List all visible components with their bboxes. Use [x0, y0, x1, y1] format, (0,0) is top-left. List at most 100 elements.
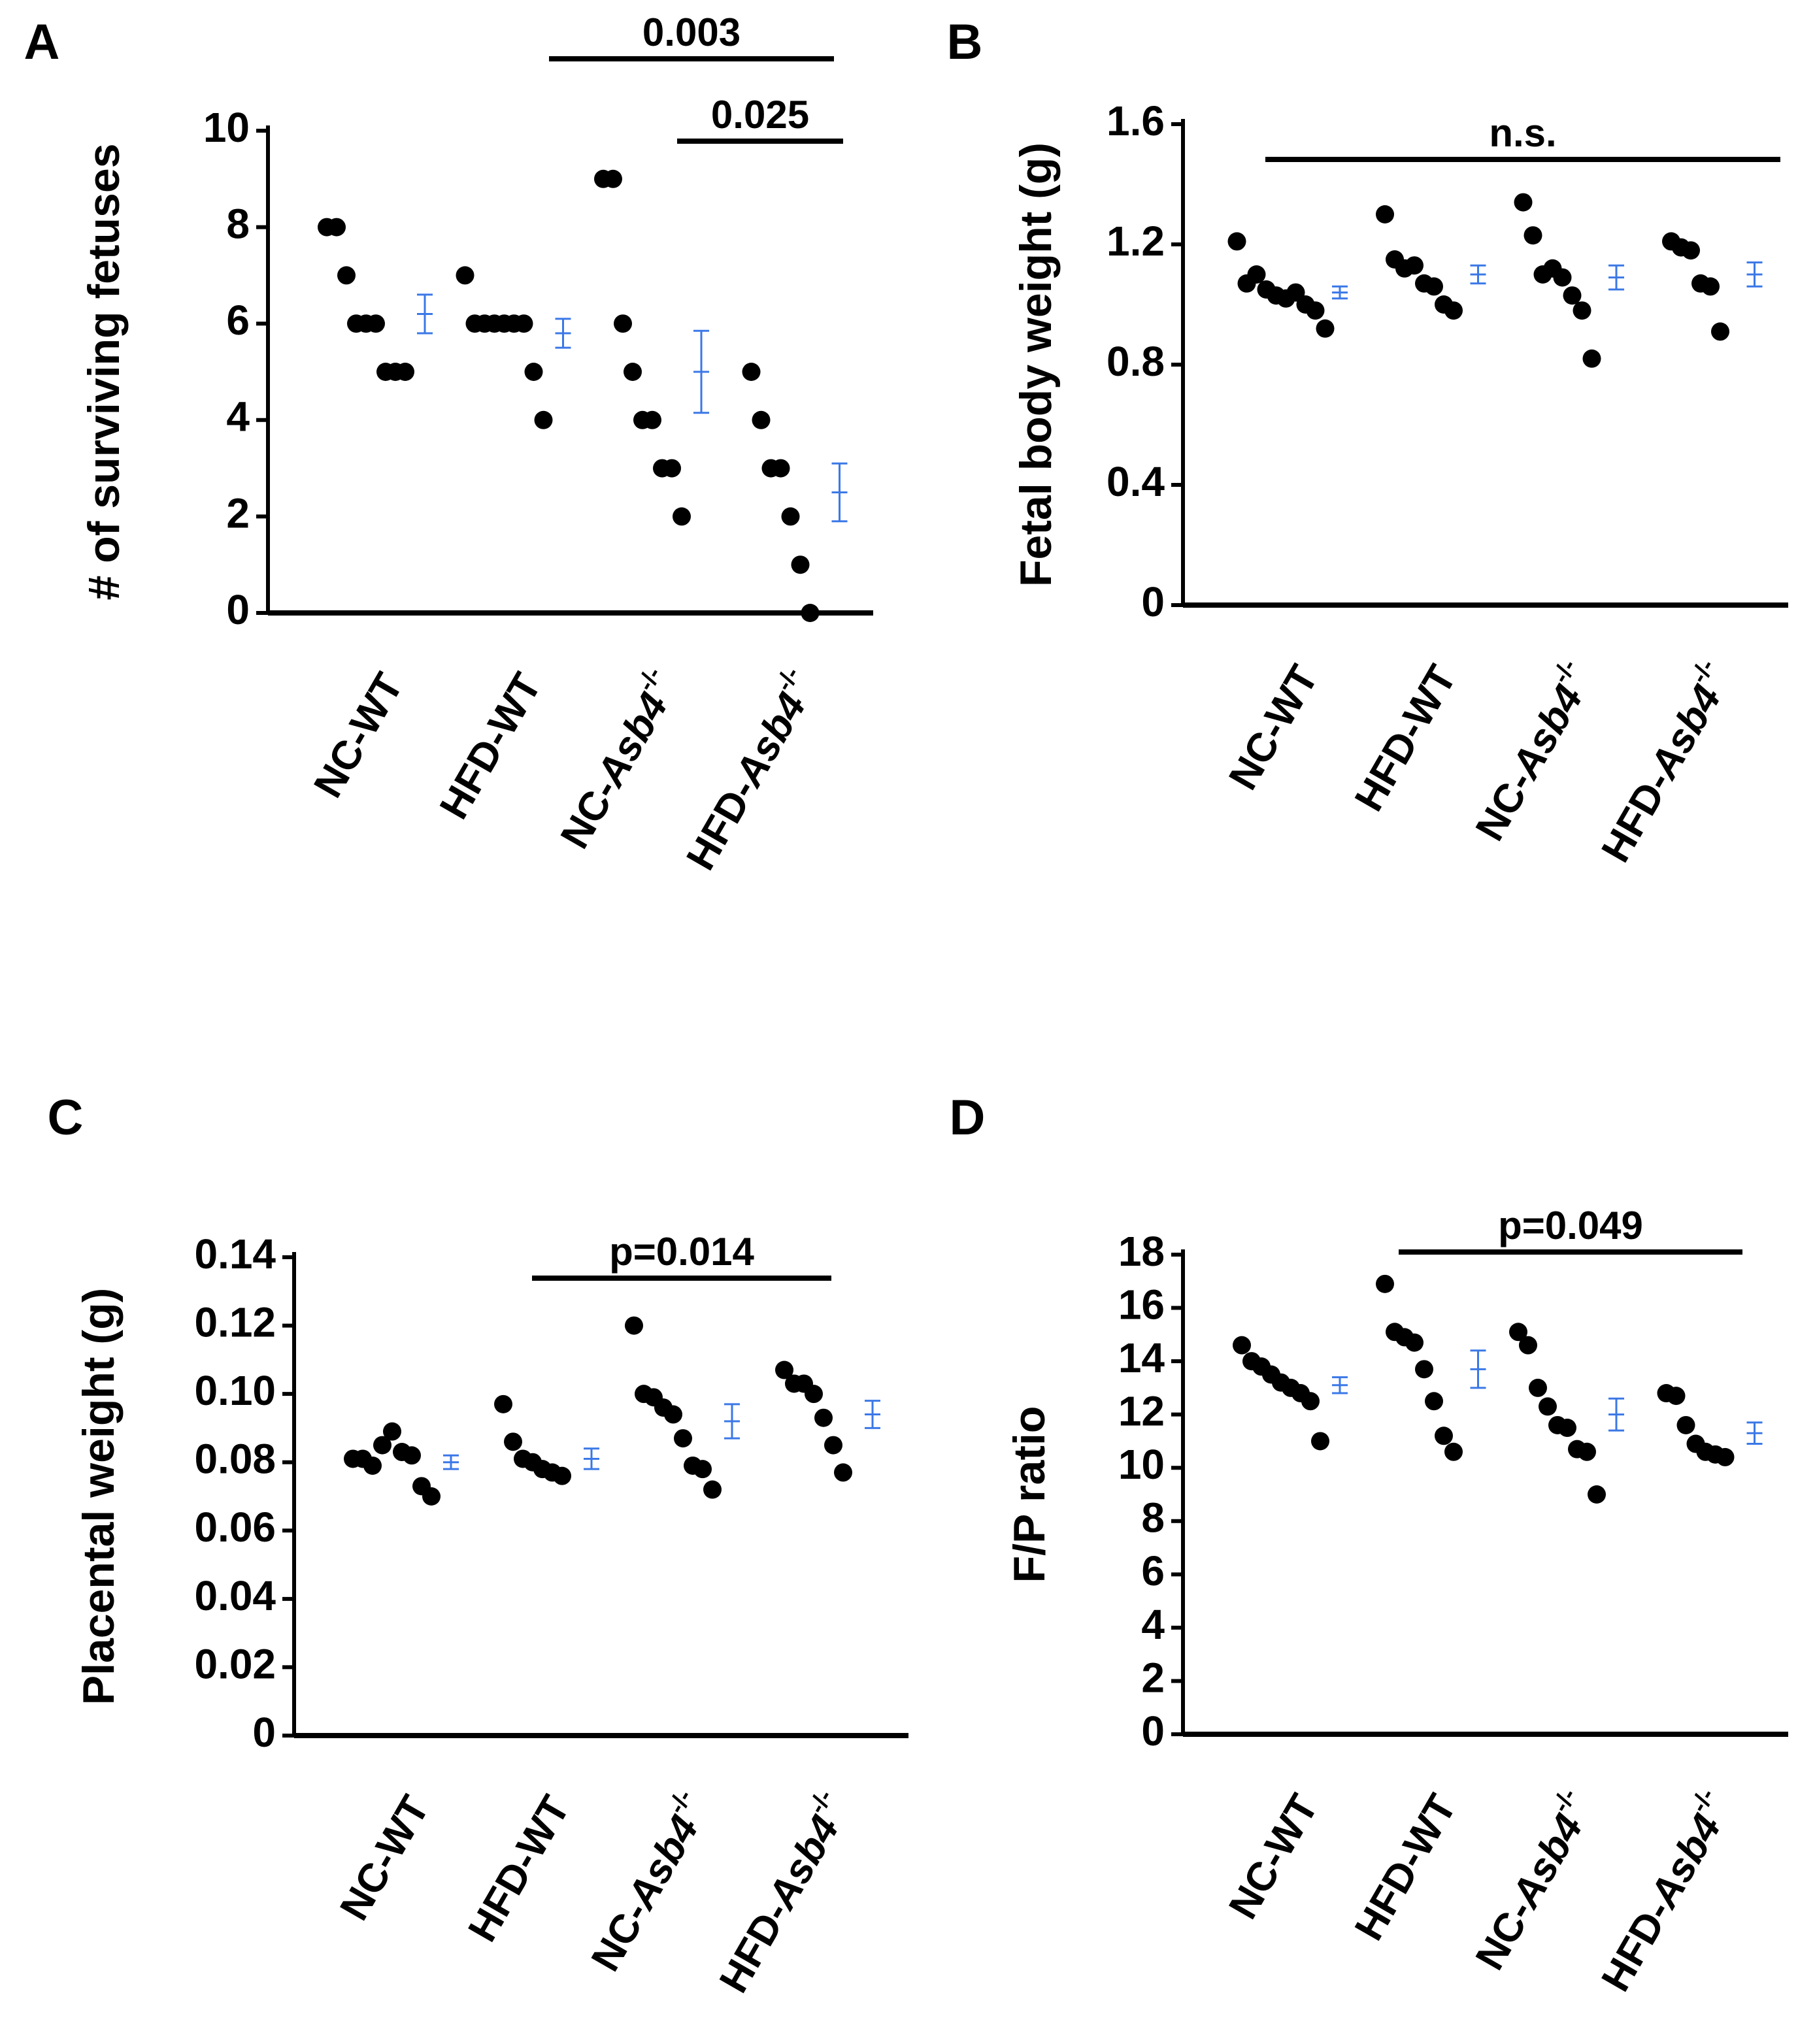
y-tick-label: 0.02: [194, 1640, 276, 1687]
y-tick-label: 4: [1141, 1601, 1165, 1648]
x-tick-label: HFD-Asb4-/-: [705, 1785, 859, 2000]
data-point: [834, 1463, 852, 1482]
x-tick-label: NC-WT: [331, 1788, 438, 1928]
y-tick-label: 0.06: [194, 1504, 276, 1551]
data-point: [703, 1480, 722, 1499]
data-point: [742, 363, 761, 381]
data-point: [1376, 205, 1394, 223]
data-point: [337, 266, 356, 285]
y-tick-label: 2: [1141, 1654, 1165, 1701]
data-point: [1301, 1392, 1320, 1411]
y-tick-label: 1.2: [1107, 218, 1165, 265]
x-tick-label: HFD-Asb4-/-: [1587, 1783, 1742, 1999]
data-point: [801, 604, 820, 622]
y-axis-label: # of surviving fetuses: [79, 143, 129, 600]
data-point: [456, 266, 475, 285]
data-point: [1306, 301, 1325, 320]
y-tick-label: 2: [226, 489, 250, 536]
panel-label: C: [48, 1090, 84, 1146]
data-point: [1553, 268, 1572, 287]
data-point: [494, 1394, 512, 1413]
data-point: [752, 410, 771, 429]
panel-label: D: [950, 1090, 986, 1146]
data-point: [693, 1460, 712, 1479]
data-point: [1227, 232, 1246, 251]
data-point: [383, 1422, 401, 1441]
x-tick-label: NC-Asb4-/-: [1461, 654, 1603, 848]
data-point: [524, 363, 543, 381]
y-tick-label: 0.08: [194, 1436, 276, 1483]
y-tick-label: 12: [1118, 1388, 1165, 1435]
x-tick-label: HFD-Asb4-/-: [1587, 654, 1742, 870]
data-point: [663, 459, 681, 478]
data-point: [1435, 1426, 1453, 1445]
y-tick-label: 0: [252, 1709, 276, 1756]
data-point: [1316, 319, 1335, 338]
data-point: [1529, 1378, 1547, 1397]
data-point: [1563, 286, 1582, 305]
x-tick-label: NC-Asb4-/-: [546, 662, 688, 856]
y-tick-label: 1.6: [1107, 97, 1165, 144]
data-point: [1376, 1274, 1394, 1293]
data-point: [1415, 1360, 1433, 1379]
y-tick-label: 16: [1118, 1281, 1165, 1328]
data-point: [1701, 277, 1720, 296]
x-tick-label: NC-WT: [1220, 1787, 1327, 1927]
significance-label: 0.025: [711, 93, 809, 137]
x-tick-label: HFD-WT: [431, 666, 550, 827]
y-tick-label: 10: [1118, 1441, 1165, 1488]
panel-label: B: [947, 14, 983, 70]
y-axis-label: F/P ratio: [1005, 1406, 1054, 1583]
y-tick-label: 18: [1118, 1228, 1165, 1275]
significance-label: 0.003: [642, 10, 741, 54]
data-point: [373, 1436, 391, 1455]
data-point: [771, 459, 790, 478]
x-tick-label: NC-Asb4-/-: [1461, 1783, 1603, 1977]
data-point: [1425, 277, 1443, 296]
data-point: [1578, 1442, 1596, 1461]
data-point: [422, 1487, 441, 1506]
y-tick-label: 0.10: [194, 1367, 276, 1414]
y-tick-label: 8: [226, 201, 250, 248]
y-tick-label: 14: [1118, 1334, 1165, 1381]
y-tick-label: 0.04: [194, 1572, 276, 1619]
data-point: [1405, 256, 1424, 275]
data-point: [1519, 1336, 1537, 1355]
data-point: [805, 1385, 823, 1404]
data-point: [604, 169, 622, 188]
data-point: [1425, 1392, 1443, 1411]
significance-label: p=0.049: [1498, 1204, 1643, 1247]
data-point: [664, 1405, 682, 1424]
y-tick-label: 0: [1141, 1707, 1165, 1755]
data-point: [1233, 1336, 1251, 1355]
data-point: [625, 1316, 643, 1335]
x-tick-label: HFD-Asb4-/-: [672, 662, 827, 878]
data-point: [775, 1360, 793, 1379]
data-point: [1558, 1419, 1576, 1438]
data-point: [553, 1466, 571, 1485]
x-tick-label: HFD-WT: [459, 1788, 578, 1949]
y-tick-label: 10: [203, 104, 250, 151]
data-point: [1667, 1387, 1686, 1406]
panel-label: A: [24, 14, 60, 70]
data-point: [396, 363, 414, 381]
y-tick-label: 0.4: [1107, 458, 1165, 505]
data-point: [1405, 1333, 1424, 1352]
data-point: [1509, 1323, 1527, 1342]
significance-label: p=0.014: [609, 1230, 754, 1274]
data-point: [1311, 1432, 1329, 1451]
data-point: [1716, 1447, 1735, 1466]
data-point: [363, 1456, 382, 1475]
x-tick-label: HFD-WT: [1346, 1787, 1465, 1948]
data-point: [1247, 265, 1266, 284]
data-point: [1514, 193, 1533, 212]
significance-label: n.s.: [1489, 111, 1556, 155]
data-point: [1588, 1485, 1606, 1504]
data-point: [367, 314, 385, 333]
data-point: [1524, 226, 1542, 245]
data-point: [624, 363, 642, 381]
data-point: [1682, 241, 1700, 260]
data-point: [1711, 322, 1729, 341]
